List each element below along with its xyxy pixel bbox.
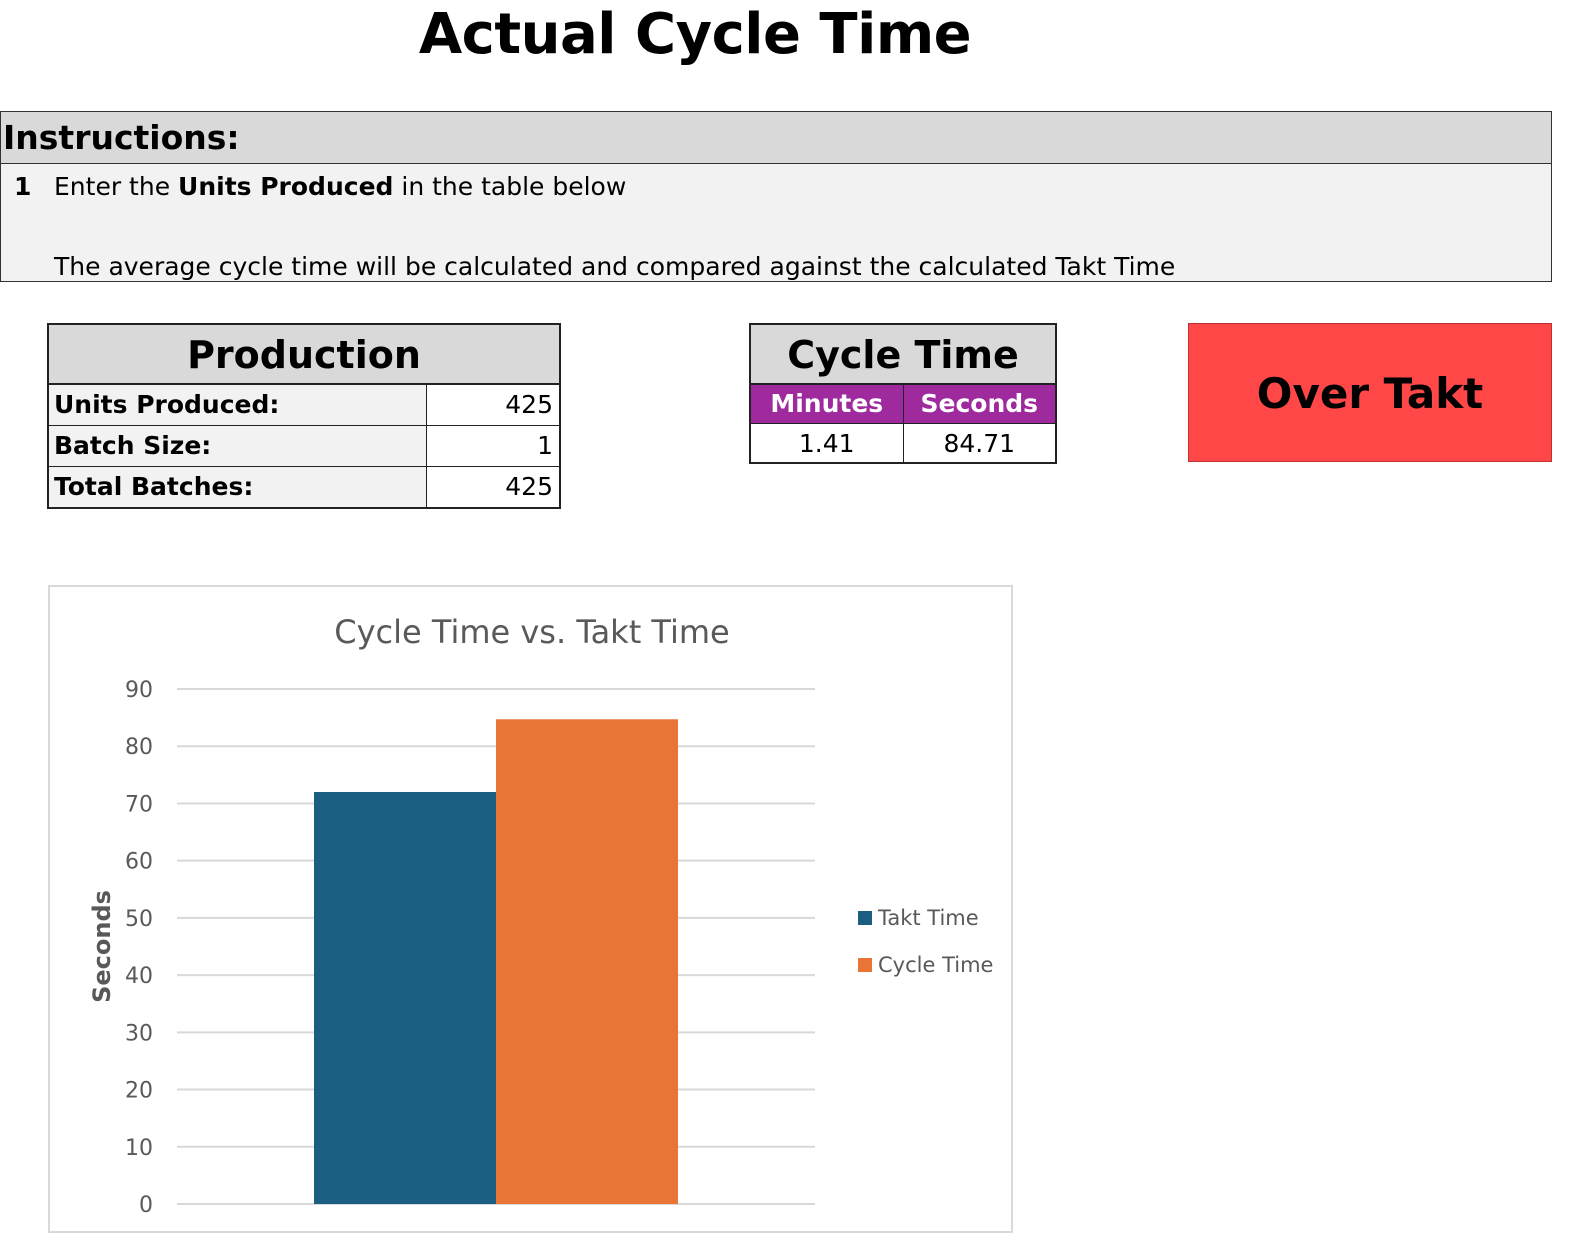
batch-size-label: Batch Size: [49,426,427,466]
chart-container[interactable]: Cycle Time vs. Takt Time 0 10 20 30 40 50 60 70 8… [48,585,1013,1233]
cycle-time-title: Cycle Time [751,325,1055,385]
instruction-note: The average cycle time will be calculate… [54,252,1176,281]
y-tick-label: 40 [125,964,153,989]
production-table: Production Units Produced: 425 Batch Siz… [47,323,561,509]
instruction-step-suffix: in the table below [393,172,627,201]
batch-size-cell[interactable]: 1 [537,431,553,460]
legend-label: Cycle Time [878,953,993,977]
seconds-value-cell[interactable]: 84.71 [943,429,1016,458]
y-tick-label: 50 [125,907,153,932]
status-badge[interactable]: Over Takt [1188,323,1552,462]
legend-swatch [858,911,872,925]
chart-title: Cycle Time vs. Takt Time [334,613,729,651]
legend-swatch [858,958,872,972]
seconds-header: Seconds [920,389,1039,418]
instructions-panel: Instructions: 1 Enter the Units Produced… [0,111,1552,282]
instruction-step-bold: Units Produced [178,172,394,201]
y-tick-label: 0 [139,1193,153,1218]
bar-takt-time [314,792,496,1204]
units-produced-cell[interactable]: 425 [505,390,553,419]
table-row: Total Batches: 425 [49,467,559,507]
page-title: Actual Cycle Time [418,2,972,67]
total-batches-label: Total Batches: [49,467,427,507]
y-tick-label: 30 [125,1021,153,1046]
y-tick-label: 60 [125,850,153,875]
instruction-step-number: 1 [14,172,32,201]
total-batches-cell[interactable]: 425 [505,472,553,501]
bar-cycle-time [496,719,678,1204]
cycle-time-table: Cycle Time Minutes Seconds 1.41 84.71 [749,323,1057,464]
instruction-step-text: Enter the Units Produced in the table be… [54,172,626,201]
units-produced-label: Units Produced: [49,385,427,425]
instructions-header: Instructions: [1,112,1551,164]
cycle-time-header-row: Minutes Seconds [751,385,1055,424]
cycle-time-value-row: 1.41 84.71 [751,424,1055,462]
production-title: Production [49,325,559,385]
minutes-header: Minutes [751,385,904,423]
table-row: Units Produced: 425 [49,385,559,426]
y-tick-label: 20 [125,1079,153,1104]
table-row: Batch Size: 1 [49,426,559,467]
y-tick-label: 10 [125,1136,153,1161]
y-tick-label: 90 [125,678,153,703]
bar-chart: Cycle Time vs. Takt Time 0 10 20 30 40 50 60 70 8… [88,613,993,1218]
instruction-step-prefix: Enter the [54,172,179,201]
y-tick-label: 80 [125,735,153,760]
y-axis-label: Seconds [88,890,116,1003]
y-tick-label: 70 [125,792,153,817]
legend-label: Takt Time [877,906,979,930]
minutes-value-cell[interactable]: 1.41 [751,424,904,462]
